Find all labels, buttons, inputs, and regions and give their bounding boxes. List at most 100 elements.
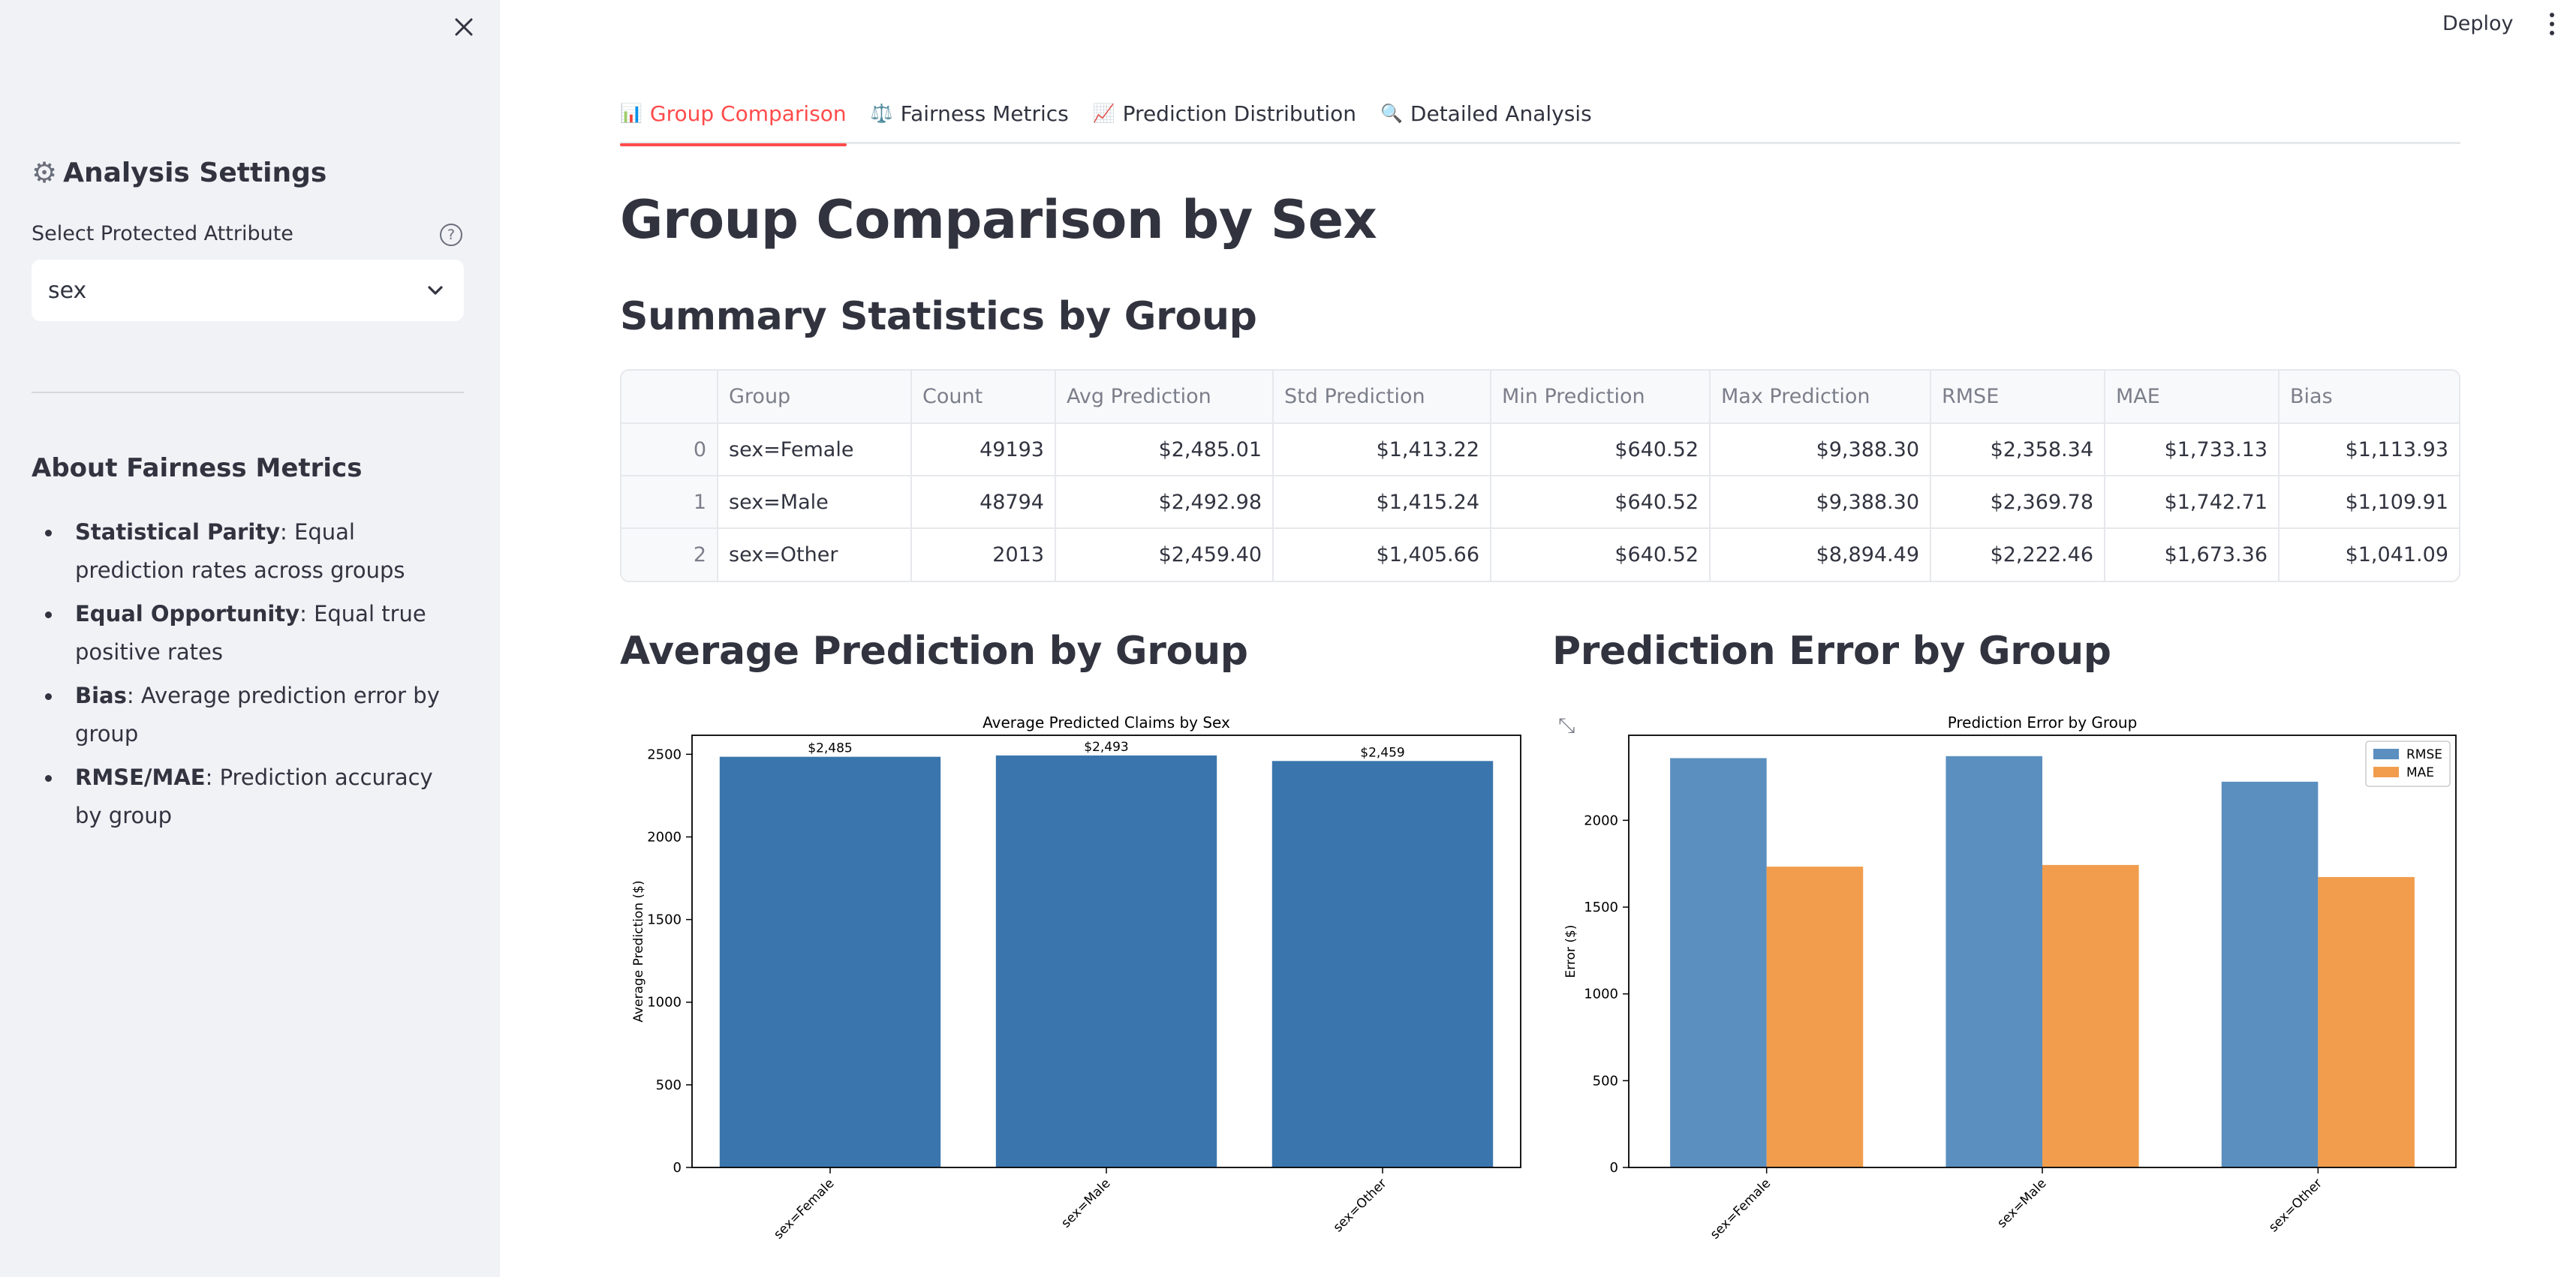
column-header: MAE: [2105, 371, 2280, 424]
tab-group-comparison[interactable]: 📊 Group Comparison: [620, 95, 847, 146]
list-item: Equal Opportunity: Equal true positive r…: [32, 595, 452, 672]
summary-heading: Summary Statistics by Group: [620, 294, 1257, 339]
metric-term: Statistical Parity: [75, 519, 281, 545]
chevron-down-icon: [428, 286, 443, 295]
tab-detailed-analysis[interactable]: 🔍 Detailed Analysis: [1380, 95, 1592, 132]
main-menu-button[interactable]: [2541, 9, 2562, 39]
y-tick-label: 1000: [1584, 987, 1618, 1002]
bar-mae: [2318, 876, 2415, 1167]
row-index: 0: [621, 423, 718, 476]
table-cell: $1,673.36: [2105, 528, 2280, 581]
y-tick-label: 0: [673, 1160, 682, 1176]
column-header: Count: [911, 371, 1056, 424]
scales-icon: ⚖️: [870, 103, 893, 124]
x-tick-label: sex=Female: [1708, 1176, 1774, 1242]
kebab-dot: [2550, 13, 2554, 17]
sidebar-divider: [32, 392, 464, 393]
chart-title: Prediction Error by Group: [1948, 714, 2138, 732]
y-tick-label: 2500: [647, 747, 682, 762]
y-tick-label: 500: [656, 1077, 682, 1093]
bar-rmse: [2221, 781, 2319, 1167]
metric-term: RMSE/MAE: [75, 765, 206, 790]
avg-prediction-heading: Average Prediction by Group: [620, 629, 1248, 674]
kebab-dot: [2550, 31, 2554, 35]
prediction-error-chart: Prediction Error by Group 0 500 1000 1500 200…: [1552, 702, 2462, 1277]
tab-bar: 📊 Group Comparison ⚖️ Fairness Metrics 📈…: [620, 95, 2460, 146]
help-icon[interactable]: ?: [440, 224, 462, 246]
bar: [995, 755, 1217, 1167]
table-cell: $2,485.01: [1055, 423, 1274, 476]
table-cell: $1,742.71: [2105, 476, 2280, 529]
kebab-dot: [2550, 22, 2554, 26]
table-cell: sex=Female: [718, 423, 912, 476]
legend-label: MAE: [2406, 765, 2434, 780]
list-item: Bias: Average prediction error by group: [32, 677, 452, 753]
table-cell: $2,369.78: [1930, 476, 2105, 529]
list-item: RMSE/MAE: Prediction accuracy by group: [32, 759, 452, 835]
summary-table[interactable]: Group Count Avg Prediction Std Predictio…: [620, 369, 2460, 582]
close-sidebar-button[interactable]: [447, 11, 480, 44]
tab-fairness-metrics[interactable]: ⚖️ Fairness Metrics: [871, 95, 1069, 132]
magnifier-icon: 🔍: [1380, 103, 1403, 124]
column-header: Max Prediction: [1710, 371, 1931, 424]
protected-attribute-select[interactable]: sex: [32, 260, 464, 321]
deploy-button[interactable]: Deploy: [2442, 12, 2514, 35]
plot-frame: [1628, 735, 2457, 1168]
y-tick-label: 500: [1593, 1073, 1618, 1089]
table-cell: 2013: [911, 528, 1056, 581]
column-header: RMSE: [1930, 371, 2105, 424]
bar-rmse: [1946, 756, 2042, 1167]
table-cell: sex=Other: [718, 528, 912, 581]
table-row[interactable]: 2 sex=Other 2013 $2,459.40 $1,405.66 $64…: [621, 528, 2459, 581]
table-cell: $1,041.09: [2345, 543, 2448, 566]
list-item: Statistical Parity: Equal prediction rat…: [32, 513, 452, 590]
x-tick-label: sex=Other: [1331, 1176, 1390, 1235]
table-cell: $1,415.24: [1273, 476, 1491, 529]
table-cell: $9,388.30: [1710, 423, 1931, 476]
table-cell: $2,492.98: [1055, 476, 1274, 529]
table-row[interactable]: 1 sex=Male 48794 $2,492.98 $1,415.24 $64…: [621, 476, 2459, 529]
plot-frame: [691, 735, 1521, 1168]
legend-label: RMSE: [2406, 747, 2442, 762]
bar-rmse: [1670, 758, 1767, 1167]
y-tick-label: 0: [1610, 1160, 1618, 1176]
table-cell: $2,358.34: [1930, 423, 2105, 476]
table-cell: 48794: [911, 476, 1056, 529]
expand-icon[interactable]: ⤡: [1558, 713, 1575, 738]
table-cell: $640.52: [1491, 423, 1711, 476]
table-cell: $1,109.91: [2279, 476, 2459, 529]
x-tick-label: sex=Other: [2266, 1176, 2325, 1235]
avg-prediction-chart: Average Predicted Claims by Sex 0 500 1000 1…: [620, 702, 1525, 1277]
y-tick-label: 2000: [1584, 813, 1618, 828]
metric-term: Equal Opportunity: [75, 601, 300, 626]
table-cell: sex=Male: [718, 476, 912, 529]
bar-chart-icon: 📊: [620, 103, 642, 124]
select-label: Select Protected Attribute: [32, 222, 293, 245]
page-title: Group Comparison by Sex: [620, 189, 1377, 251]
bar-mae: [1766, 867, 1864, 1167]
metrics-list: Statistical Parity: Equal prediction rat…: [32, 513, 452, 840]
table-cell: $9,388.30: [1710, 476, 1931, 529]
metric-desc: : Average prediction error by group: [75, 683, 440, 747]
x-tick-label: sex=Male: [1058, 1176, 1113, 1230]
table-cell: $8,894.49: [1710, 528, 1931, 581]
column-header: Avg Prediction: [1055, 371, 1274, 424]
bar-data-label: $2,493: [1084, 740, 1128, 755]
chart-title: Average Predicted Claims by Sex: [983, 714, 1230, 732]
table-cell: $640.52: [1491, 476, 1711, 529]
close-icon: [455, 18, 473, 36]
avg-prediction-chart-svg: Average Predicted Claims by Sex 0 500 1000 1…: [631, 714, 1521, 1242]
prediction-error-chart-svg: Prediction Error by Group 0 500 1000 1500 200…: [1563, 714, 2457, 1242]
legend-swatch: [2373, 767, 2399, 777]
select-value: sex: [48, 277, 87, 304]
column-header: Group: [718, 371, 912, 424]
legend-swatch: [2373, 749, 2399, 759]
table-cell: $2,459.40: [1055, 528, 1274, 581]
table-cell: $640.52: [1491, 528, 1711, 581]
tab-prediction-distribution[interactable]: 📈 Prediction Distribution: [1093, 95, 1356, 132]
y-tick-label: 2000: [647, 829, 682, 845]
sidebar: ⚙ Analysis Settings Select Protected Att…: [0, 0, 500, 1277]
column-header: Std Prediction: [1273, 371, 1491, 424]
bar-data-label: $2,459: [1360, 745, 1404, 760]
table-row[interactable]: 0 sex=Female 49193 $2,485.01 $1,413.22 $…: [621, 423, 2459, 476]
